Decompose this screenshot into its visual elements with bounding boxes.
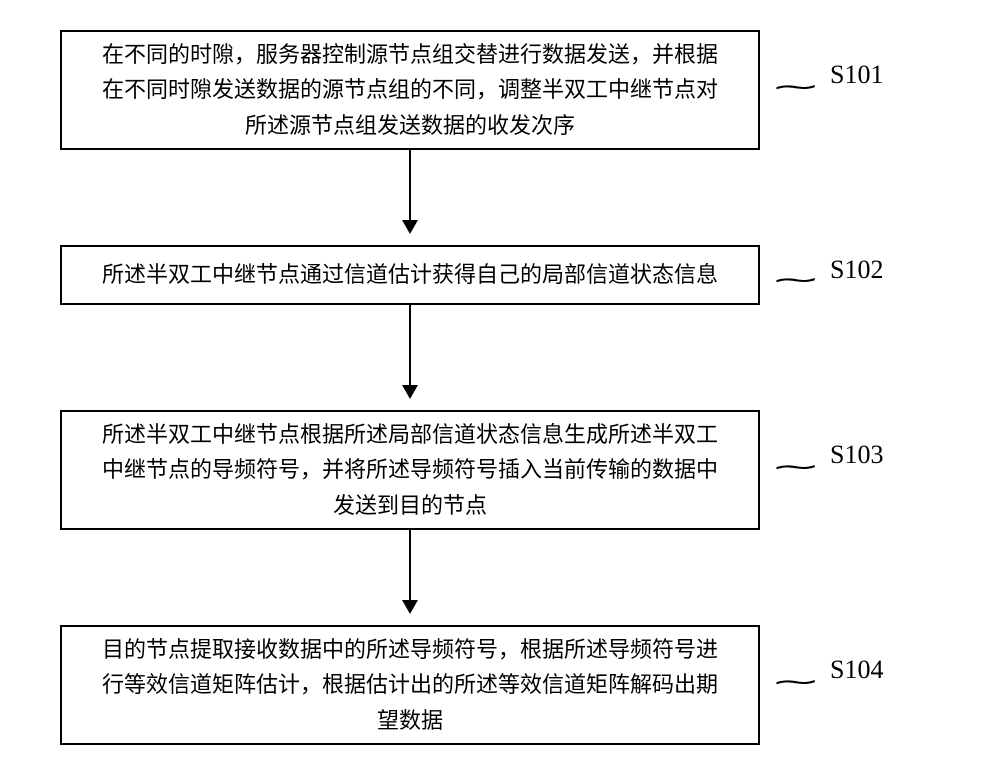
node-label-s104: S104 <box>830 655 883 685</box>
node-label-s102: S102 <box>830 255 883 285</box>
flowchart-canvas: 在不同的时隙，服务器控制源节点组交替进行数据发送，并根据 在不同时隙发送数据的源… <box>0 0 1000 770</box>
flowchart-node-s104: 目的节点提取接收数据中的所述导频符号，根据所述导频符号进 行等效信道矩阵估计，根… <box>60 625 760 745</box>
flowchart-edge <box>409 305 411 397</box>
node-text: 目的节点提取接收数据中的所述导频符号，根据所述导频符号进 行等效信道矩阵估计，根… <box>102 632 718 738</box>
node-label-s103: S103 <box>830 440 883 470</box>
flowchart-node-s103: 所述半双工中继节点根据所述局部信道状态信息生成所述半双工 中继节点的导频符号，并… <box>60 410 760 530</box>
connector-tilde: ∼ <box>770 452 822 483</box>
node-text: 所述半双工中继节点通过信道估计获得自己的局部信道状态信息 <box>102 257 718 292</box>
connector-tilde: ∼ <box>770 72 822 103</box>
node-label-s101: S101 <box>830 60 883 90</box>
flowchart-node-s102: 所述半双工中继节点通过信道估计获得自己的局部信道状态信息 <box>60 245 760 305</box>
node-text: 在不同的时隙，服务器控制源节点组交替进行数据发送，并根据 在不同时隙发送数据的源… <box>102 37 718 143</box>
node-text: 所述半双工中继节点根据所述局部信道状态信息生成所述半双工 中继节点的导频符号，并… <box>102 417 718 523</box>
flowchart-edge <box>409 530 411 612</box>
connector-tilde: ∼ <box>770 265 822 296</box>
connector-tilde: ∼ <box>770 667 822 698</box>
flowchart-node-s101: 在不同的时隙，服务器控制源节点组交替进行数据发送，并根据 在不同时隙发送数据的源… <box>60 30 760 150</box>
flowchart-edge <box>409 150 411 232</box>
